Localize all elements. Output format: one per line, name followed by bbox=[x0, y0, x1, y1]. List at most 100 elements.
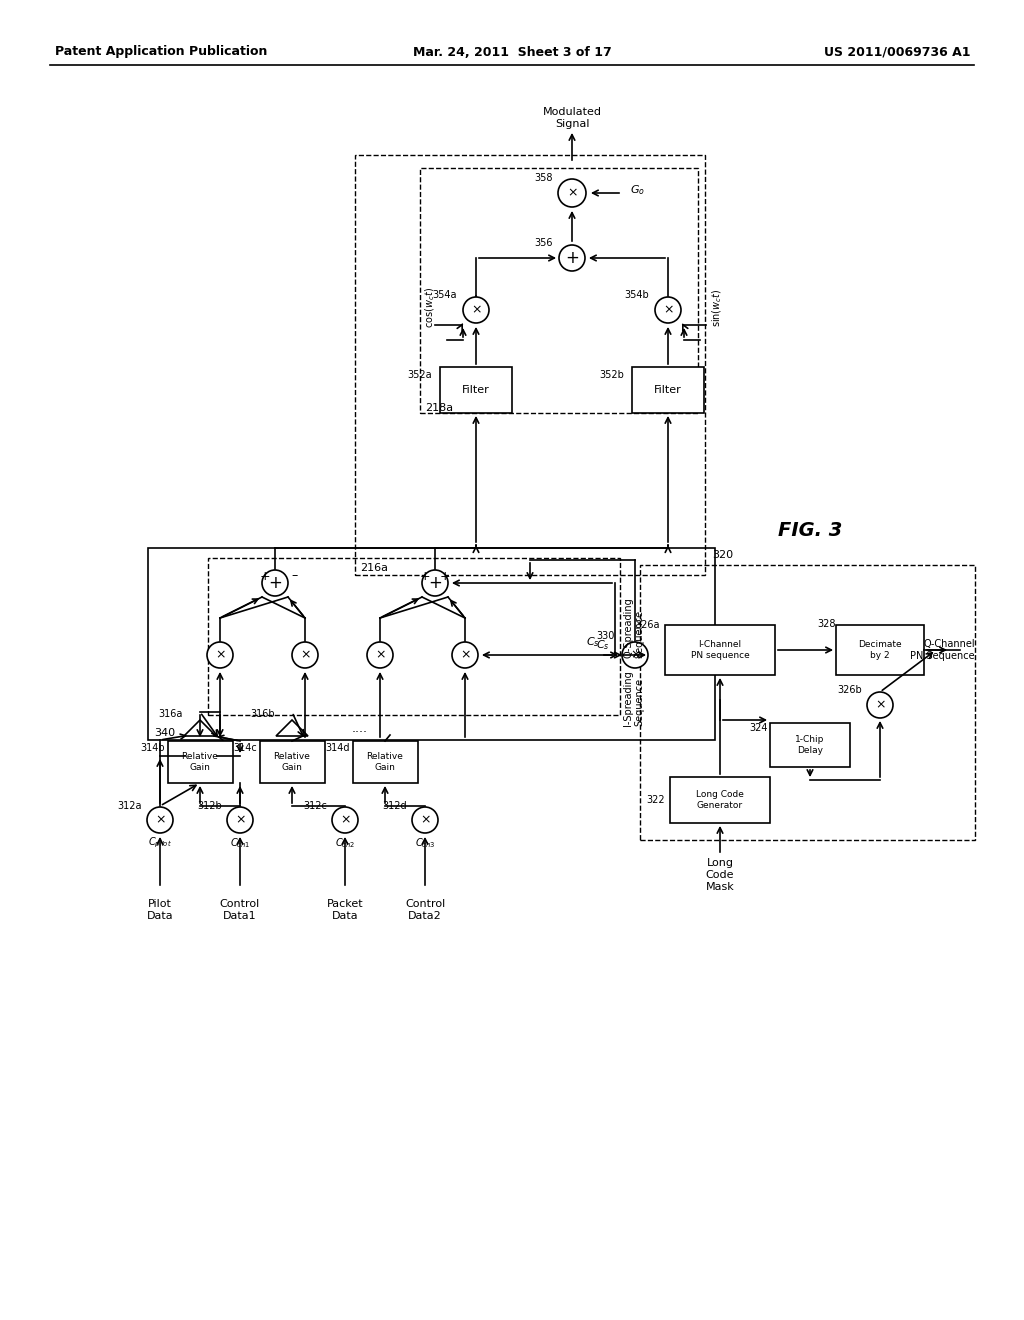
Text: $\times$: $\times$ bbox=[375, 648, 385, 661]
Bar bbox=[352, 741, 418, 783]
Circle shape bbox=[262, 570, 288, 597]
Text: Filter: Filter bbox=[654, 385, 682, 395]
Bar bbox=[632, 367, 705, 413]
Text: –: – bbox=[291, 569, 297, 582]
Text: I-Channel
PN sequence: I-Channel PN sequence bbox=[690, 640, 750, 660]
Bar bbox=[440, 367, 512, 413]
Text: 326a: 326a bbox=[636, 620, 660, 630]
Text: $C_s$: $C_s$ bbox=[587, 635, 600, 649]
Bar bbox=[148, 548, 715, 741]
Text: $C_{pilot}$: $C_{pilot}$ bbox=[148, 836, 172, 850]
Circle shape bbox=[412, 807, 438, 833]
Text: Mar. 24, 2011  Sheet 3 of 17: Mar. 24, 2011 Sheet 3 of 17 bbox=[413, 45, 611, 58]
Text: cos($w_c t$): cos($w_c t$) bbox=[423, 288, 437, 329]
Text: $\times$: $\times$ bbox=[420, 813, 430, 826]
Text: 328: 328 bbox=[817, 619, 836, 630]
Text: 320: 320 bbox=[712, 550, 733, 560]
Text: $\times$: $\times$ bbox=[460, 648, 470, 661]
Circle shape bbox=[655, 297, 681, 323]
Text: $C_{ch2}$: $C_{ch2}$ bbox=[335, 836, 355, 850]
Text: 330: 330 bbox=[597, 631, 615, 642]
Text: Q-Spreading
Sequence: Q-Spreading Sequence bbox=[623, 598, 644, 659]
Bar bbox=[836, 624, 924, 675]
Text: FIG. 3: FIG. 3 bbox=[778, 520, 842, 540]
Text: +: + bbox=[268, 574, 282, 591]
Text: $\times$: $\times$ bbox=[215, 648, 225, 661]
Bar bbox=[355, 154, 705, 576]
Text: +: + bbox=[565, 249, 579, 267]
Text: $C_{ch3}$: $C_{ch3}$ bbox=[415, 836, 435, 850]
Text: 356: 356 bbox=[535, 238, 553, 248]
Text: 312a: 312a bbox=[118, 801, 142, 810]
Text: Relative
Gain: Relative Gain bbox=[367, 752, 403, 772]
Circle shape bbox=[463, 297, 489, 323]
Text: Relative
Gain: Relative Gain bbox=[181, 752, 218, 772]
Bar bbox=[168, 741, 232, 783]
Text: $\times$: $\times$ bbox=[155, 813, 166, 826]
Text: 216a: 216a bbox=[360, 564, 388, 573]
Bar bbox=[259, 741, 325, 783]
Text: $\times$: $\times$ bbox=[874, 698, 886, 711]
Text: $\times$: $\times$ bbox=[234, 813, 246, 826]
Text: I-Spreading
Sequence: I-Spreading Sequence bbox=[623, 671, 644, 726]
Bar bbox=[420, 168, 698, 413]
Text: sin($w_c t$): sin($w_c t$) bbox=[710, 289, 724, 327]
Circle shape bbox=[558, 180, 586, 207]
Bar bbox=[670, 777, 770, 822]
Text: $\times$: $\times$ bbox=[663, 304, 674, 317]
Text: 354b: 354b bbox=[625, 290, 649, 300]
Text: 314b: 314b bbox=[140, 743, 165, 752]
Bar bbox=[665, 624, 775, 675]
Text: +: + bbox=[420, 569, 431, 582]
Text: 316a: 316a bbox=[159, 709, 183, 719]
Text: ....: .... bbox=[352, 722, 368, 734]
Circle shape bbox=[292, 642, 318, 668]
Text: 324: 324 bbox=[750, 723, 768, 733]
Text: 352b: 352b bbox=[599, 370, 624, 380]
Circle shape bbox=[147, 807, 173, 833]
Circle shape bbox=[207, 642, 233, 668]
Circle shape bbox=[422, 570, 449, 597]
Text: Long
Code
Mask: Long Code Mask bbox=[706, 858, 734, 891]
Text: 316b: 316b bbox=[251, 709, 275, 719]
Text: Long Code
Generator: Long Code Generator bbox=[696, 791, 744, 809]
Text: Packet
Data: Packet Data bbox=[327, 899, 364, 921]
Text: $\times$: $\times$ bbox=[471, 304, 481, 317]
Text: 314d: 314d bbox=[326, 743, 350, 752]
Text: Control
Data2: Control Data2 bbox=[404, 899, 445, 921]
Text: $G_o$: $G_o$ bbox=[630, 183, 645, 197]
Circle shape bbox=[227, 807, 253, 833]
Text: +: + bbox=[428, 574, 442, 591]
Text: Filter: Filter bbox=[462, 385, 489, 395]
Text: 322: 322 bbox=[646, 795, 665, 805]
Text: Q-Channel
PN Sequence: Q-Channel PN Sequence bbox=[910, 639, 975, 661]
Text: 312d: 312d bbox=[382, 801, 407, 810]
Circle shape bbox=[367, 642, 393, 668]
Bar bbox=[640, 565, 975, 840]
Text: 352a: 352a bbox=[408, 370, 432, 380]
Text: 326b: 326b bbox=[838, 685, 862, 696]
Circle shape bbox=[452, 642, 478, 668]
Text: Relative
Gain: Relative Gain bbox=[273, 752, 310, 772]
Text: $C_{ch1}$: $C_{ch1}$ bbox=[229, 836, 250, 850]
Text: $\times$: $\times$ bbox=[300, 648, 310, 661]
Text: +: + bbox=[260, 569, 270, 582]
Text: 354a: 354a bbox=[432, 290, 457, 300]
Text: 358: 358 bbox=[535, 173, 553, 183]
Circle shape bbox=[867, 692, 893, 718]
Text: Control
Data1: Control Data1 bbox=[220, 899, 260, 921]
Text: 312b: 312b bbox=[198, 801, 222, 810]
Text: 312c: 312c bbox=[303, 801, 327, 810]
Bar bbox=[770, 723, 850, 767]
Text: Pilot
Data: Pilot Data bbox=[146, 899, 173, 921]
Text: $\times$: $\times$ bbox=[630, 648, 640, 661]
Circle shape bbox=[622, 642, 648, 668]
Text: $\times$: $\times$ bbox=[566, 186, 578, 199]
Text: US 2011/0069736 A1: US 2011/0069736 A1 bbox=[823, 45, 970, 58]
Text: $\times$: $\times$ bbox=[340, 813, 350, 826]
Circle shape bbox=[559, 246, 585, 271]
Text: 218a: 218a bbox=[425, 403, 454, 413]
Text: Modulated
Signal: Modulated Signal bbox=[543, 107, 601, 129]
Text: 1-Chip
Delay: 1-Chip Delay bbox=[796, 735, 824, 755]
Text: 314c: 314c bbox=[233, 743, 257, 752]
